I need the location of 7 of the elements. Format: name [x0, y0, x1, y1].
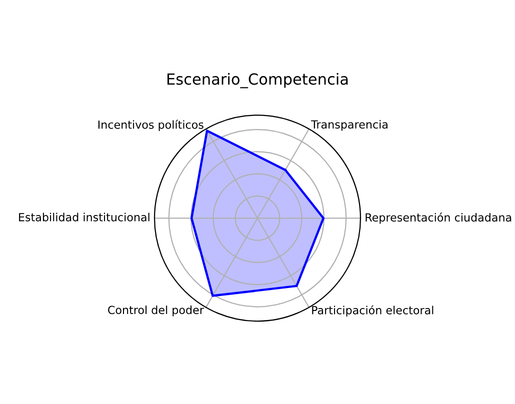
spoke-label: Transparencia: [311, 120, 388, 131]
chart-title: Escenario_Competencia: [167, 72, 348, 88]
spoke-label: Participación electoral: [312, 305, 434, 317]
spoke-label: Control del poder: [108, 306, 204, 316]
spoke-label: Estabilidad institucional: [19, 212, 150, 222]
spoke-label: Representación ciudadana: [366, 212, 512, 224]
spoke-label: Incentivos políticos: [98, 120, 204, 131]
